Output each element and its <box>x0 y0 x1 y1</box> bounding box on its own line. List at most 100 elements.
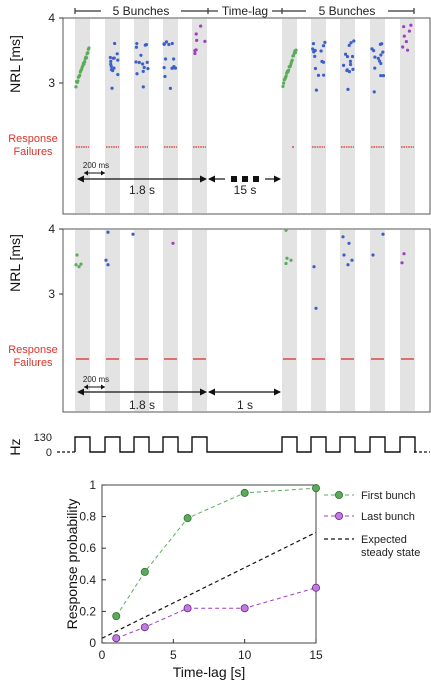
latency-point <box>172 57 176 61</box>
latency-point <box>402 252 406 256</box>
legend: First bunch Last bunch Expected steady s… <box>324 490 420 559</box>
bunch-band <box>282 19 297 213</box>
latency-point <box>381 73 386 78</box>
latency-point <box>313 66 318 71</box>
latency-point <box>401 45 405 49</box>
latency-point <box>74 263 78 267</box>
latency-point <box>112 56 116 60</box>
latency-point <box>163 57 168 61</box>
stimulus-trace <box>74 436 416 453</box>
latency-point <box>109 64 113 68</box>
latency-point <box>345 68 349 73</box>
latency-point <box>163 74 167 79</box>
failures-label: Failures <box>13 357 53 369</box>
latency-point <box>170 41 174 46</box>
last-bunch-point <box>311 583 320 592</box>
latency-point <box>311 42 316 46</box>
legend-steady-state: steady state <box>361 547 420 559</box>
x-axis-label: Time-lag [s] <box>173 664 246 680</box>
latency-point <box>142 65 146 70</box>
latency-point <box>289 258 293 262</box>
bunch-band <box>400 230 415 411</box>
latency-point <box>75 253 79 257</box>
bunches-left-label: 5 Bunches <box>113 4 170 18</box>
span-label: 1.8 s <box>129 398 155 412</box>
first-bunch-point <box>311 484 320 493</box>
latency-point <box>116 72 120 77</box>
latency-point <box>284 261 288 266</box>
latency-point <box>194 32 198 36</box>
latency-point <box>341 235 345 239</box>
latency-point <box>379 53 383 57</box>
latency-point <box>321 44 326 48</box>
latency-point <box>402 34 406 38</box>
latency-point <box>79 262 83 266</box>
latency-point <box>349 41 353 45</box>
latency-point <box>345 54 350 59</box>
latency-points <box>74 228 406 310</box>
legend-last-bunch: Last bunch <box>361 511 415 523</box>
x-tick-label: 5 <box>170 648 177 662</box>
latency-point <box>281 84 285 89</box>
bunch-band <box>192 19 207 213</box>
latency-point <box>321 60 326 64</box>
latency-point <box>347 70 351 74</box>
latency-point <box>352 39 356 43</box>
latency-point <box>193 51 197 56</box>
first-bunch-point <box>183 514 192 523</box>
latency-point <box>109 59 113 63</box>
latency-point <box>373 55 377 59</box>
latency-point <box>168 86 172 90</box>
latency-point <box>313 48 317 53</box>
y-tick-label: 0 <box>89 636 96 650</box>
last-bunch-point <box>240 604 249 613</box>
latency-point <box>87 46 91 50</box>
panel-frame <box>62 17 431 215</box>
latency-point <box>405 48 410 52</box>
probability-panel: 0 5 10 15 0 0.2 0.4 0.6 0.8 1 Response probabilit… <box>64 478 420 680</box>
latency-point <box>106 263 110 267</box>
y-axis-label: Response probability <box>64 499 80 630</box>
latency-point <box>346 263 350 267</box>
latency-point <box>347 43 351 47</box>
latency-point <box>74 85 78 89</box>
axes: 0 5 10 15 0 0.2 0.4 0.6 0.8 1 <box>79 478 323 662</box>
latency-point <box>76 79 80 83</box>
y-tick-label: 0.8 <box>79 510 96 524</box>
bunch-bands <box>75 230 415 411</box>
legend-marker-first <box>334 490 343 499</box>
interval-label: 200 ms <box>83 375 109 384</box>
latency-point <box>116 58 120 62</box>
latency-point <box>286 68 291 72</box>
time-lag-label: Time-lag <box>222 4 268 18</box>
latency-point <box>350 258 354 262</box>
latency-point <box>341 63 346 67</box>
latency-point <box>381 232 385 236</box>
bunch-band <box>340 19 355 213</box>
bunch-band <box>282 230 297 411</box>
bunches-right-label: 5 Bunches <box>319 4 376 18</box>
latency-point <box>108 55 112 60</box>
latency-point <box>167 42 171 47</box>
latency-point <box>77 265 81 269</box>
latency-point <box>284 228 288 232</box>
latency-point <box>84 56 89 60</box>
latency-point <box>146 67 150 71</box>
latency-point <box>86 51 90 55</box>
latency-point <box>110 86 114 90</box>
latency-point <box>83 60 87 64</box>
latency-point <box>199 24 203 28</box>
bunch-band <box>400 19 415 213</box>
latency-point <box>346 87 350 91</box>
legend-first-bunch: First bunch <box>361 490 415 502</box>
bunch-band <box>163 19 178 213</box>
steady-state-line <box>101 531 317 639</box>
latency-point <box>203 39 207 43</box>
latency-point <box>378 42 383 46</box>
latency-point <box>312 265 316 269</box>
latency-point <box>322 73 326 77</box>
latency-point <box>342 253 346 257</box>
y-tick-label: 3 <box>48 287 55 301</box>
latency-point <box>171 66 175 70</box>
